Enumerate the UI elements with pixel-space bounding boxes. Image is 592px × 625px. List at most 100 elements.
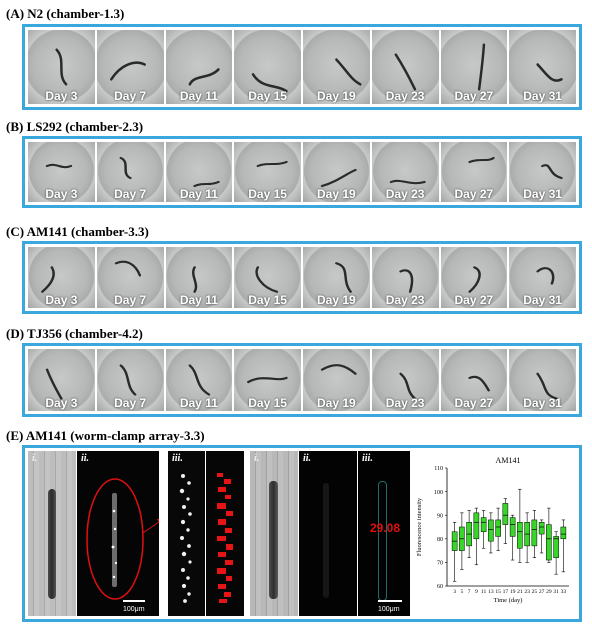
day-label: Day 19 [317,187,356,201]
label-left-i: i. [32,453,38,464]
worm-shape [399,269,413,293]
worm-image-tile: Day 27 [440,30,508,104]
outline-image-right: iii. 29.08 100μm [358,451,410,616]
label-right-ii: ii. [303,453,312,464]
label-left-ii: ii. [81,453,90,464]
worm-shape [320,168,357,188]
day-label: Day 3 [45,187,78,201]
worm-shape [335,262,352,293]
worm-shape [477,43,485,91]
x-axis-label: Time (day) [494,597,523,604]
worm-image-tile: Day 27 [440,349,508,411]
worm-image-tile: Day 31 [509,349,576,411]
panel-d-title: (D) TJ356 (chamber-4.2) [6,326,143,341]
worm-image-tile: Day 11 [165,349,233,411]
worm-shape [541,164,563,180]
worm-shape [188,364,210,396]
worm-shape [252,73,288,93]
scale-label-right: 100μm [378,606,400,613]
panel-d-strip: Day 3 Day 7 Day 11 Day 15 Day 19 Day 23 Day 27… [28,349,576,411]
day-label: Day 23 [385,187,425,201]
day-label: Day 23 [385,396,425,410]
panel-b-frame: Day 3 Day 7 Day 11 Day 15 Day 19 Day 23 Day 27… [22,136,582,208]
worm-image-tile: Day 7 [96,247,164,308]
day-label: Day 11 [179,89,218,103]
worm-shape [55,48,68,86]
panel-c-strip: Day 3 Day 7 Day 11 Day 15 Day 19 Day 23 Day 27… [28,247,576,308]
day-label: Day 31 [523,187,562,201]
day-label: Day 15 [248,396,287,410]
panel-d-frame: Day 3 Day 7 Day 11 Day 15 Day 19 Day 23 Day 27… [22,343,582,417]
day-label: Day 19 [317,293,356,307]
worm-shape [394,53,416,91]
y-tick-label: 80 [437,537,443,543]
panel-a-title: (A) N2 (chamber-1.3) [6,6,125,21]
worm-outline [378,481,387,601]
day-label: Day 3 [45,89,78,103]
worm-image-tile: Day 11 [165,30,233,104]
panel-e-title: (E) AM141 (worm-clamp array-3.3) [6,428,205,443]
worm-image-tile: Day 31 [509,247,576,308]
worm-shape [536,372,559,400]
worm-shape [45,368,63,400]
worm-image-tile: Day 31 [509,30,576,104]
day-label: Day 7 [114,187,147,201]
scale-bar-right [378,600,402,602]
worm-shape [536,267,555,285]
x-tick-label: 15 [495,589,501,595]
fluorescence-image-left: ii. 100μm [77,451,159,616]
day-label: Day 27 [454,89,494,103]
x-tick-label: 27 [539,589,545,595]
y-tick-label: 110 [434,466,443,472]
worm-image-tile: Day 23 [371,247,439,308]
day-label: Day 23 [385,89,425,103]
box-rect [517,522,523,549]
x-tick-label: 31 [553,589,559,595]
box-rect [480,517,487,532]
panel-c-frame: Day 3 Day 7 Day 11 Day 15 Day 19 Day 23 Day 27… [22,241,582,314]
worm-image-tile: Day 15 [234,30,301,104]
worm-image-tile: Day 3 [28,247,95,308]
worm-image-tile: Day 7 [96,30,164,104]
panel-b-title: (B) LS292 (chamber-2.3) [6,119,144,134]
box-rect [473,512,480,540]
x-tick-label: 3 [453,589,456,595]
worm-shape [247,376,288,384]
worm-image-tile: Day 11 [165,142,233,202]
worm-shape [188,68,220,86]
x-tick-label: 13 [488,589,494,595]
box-rect [495,519,501,537]
x-tick-label: 19 [510,589,516,595]
box-rect [560,526,567,540]
label-right-i: i. [254,453,260,464]
worm-image-tile: Day 27 [440,142,508,202]
day-label: Day 15 [248,293,287,307]
chart-title: AM141 [496,456,521,465]
worm-shape [119,364,137,396]
day-label: Day 15 [248,89,287,103]
day-label: Day 31 [523,293,562,307]
worm-shape [41,266,55,293]
worm-image-tile: Day 19 [303,349,370,411]
box-rect [553,536,559,558]
y-axis-label: Fluorescence intensity [416,497,423,556]
worm-image-tile: Day 15 [234,349,301,411]
worm-image-tile: Day 7 [96,349,164,411]
day-label: Day 31 [523,89,562,103]
y-tick-label: 100 [434,490,443,496]
worm-shape [45,163,73,169]
worm-image-tile: Day 3 [28,349,95,411]
day-label: Day 11 [179,396,218,410]
worm-shape [191,266,197,293]
panel-b-strip: Day 3 Day 7 Day 11 Day 15 Day 19 Day 23 Day 27… [28,142,576,202]
x-tick-label: 23 [524,589,530,595]
x-tick-label: 33 [561,589,567,595]
y-tick-label: 90 [437,513,443,519]
fluorescence-image-right: ii. [299,451,357,616]
worm-shape [256,160,288,168]
x-tick-label: 7 [468,589,471,595]
worm-shape [536,63,563,82]
box-rect [502,503,509,525]
y-tick-label: 60 [437,584,443,590]
box-rect [546,524,552,561]
